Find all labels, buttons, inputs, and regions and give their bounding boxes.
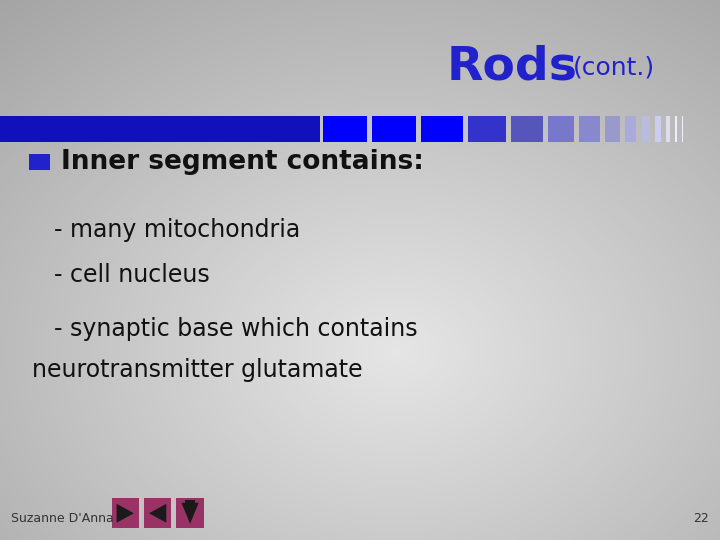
Text: - many mitochondria: - many mitochondria [54, 218, 300, 241]
Bar [372, 116, 416, 142]
Bar [0, 116, 320, 142]
Bar [579, 116, 600, 142]
Text: - cell nucleus: - cell nucleus [54, 264, 210, 287]
Polygon shape [149, 504, 166, 523]
Bar [548, 116, 574, 142]
Bar [655, 116, 661, 142]
Bar [144, 498, 171, 528]
Bar [29, 154, 50, 170]
Bar [511, 116, 543, 142]
Text: Suzanne D'Anna: Suzanne D'Anna [11, 512, 114, 525]
Bar [666, 116, 670, 142]
Bar [675, 116, 677, 142]
Text: Rods: Rods [446, 45, 577, 90]
Bar [682, 116, 683, 142]
Text: 22: 22 [693, 512, 709, 525]
Polygon shape [181, 503, 199, 524]
Bar [468, 116, 506, 142]
Text: Inner segment contains:: Inner segment contains: [61, 149, 424, 175]
Polygon shape [117, 504, 134, 523]
Text: neurotransmitter glutamate: neurotransmitter glutamate [32, 358, 363, 382]
Bar [421, 116, 463, 142]
Bar [176, 498, 204, 528]
Bar [185, 500, 195, 509]
Bar [625, 116, 636, 142]
Text: (cont.): (cont.) [572, 56, 654, 79]
Bar [323, 116, 367, 142]
Bar [605, 116, 620, 142]
Text: - synaptic base which contains: - synaptic base which contains [54, 318, 418, 341]
Bar [642, 116, 650, 142]
Bar [112, 498, 139, 528]
